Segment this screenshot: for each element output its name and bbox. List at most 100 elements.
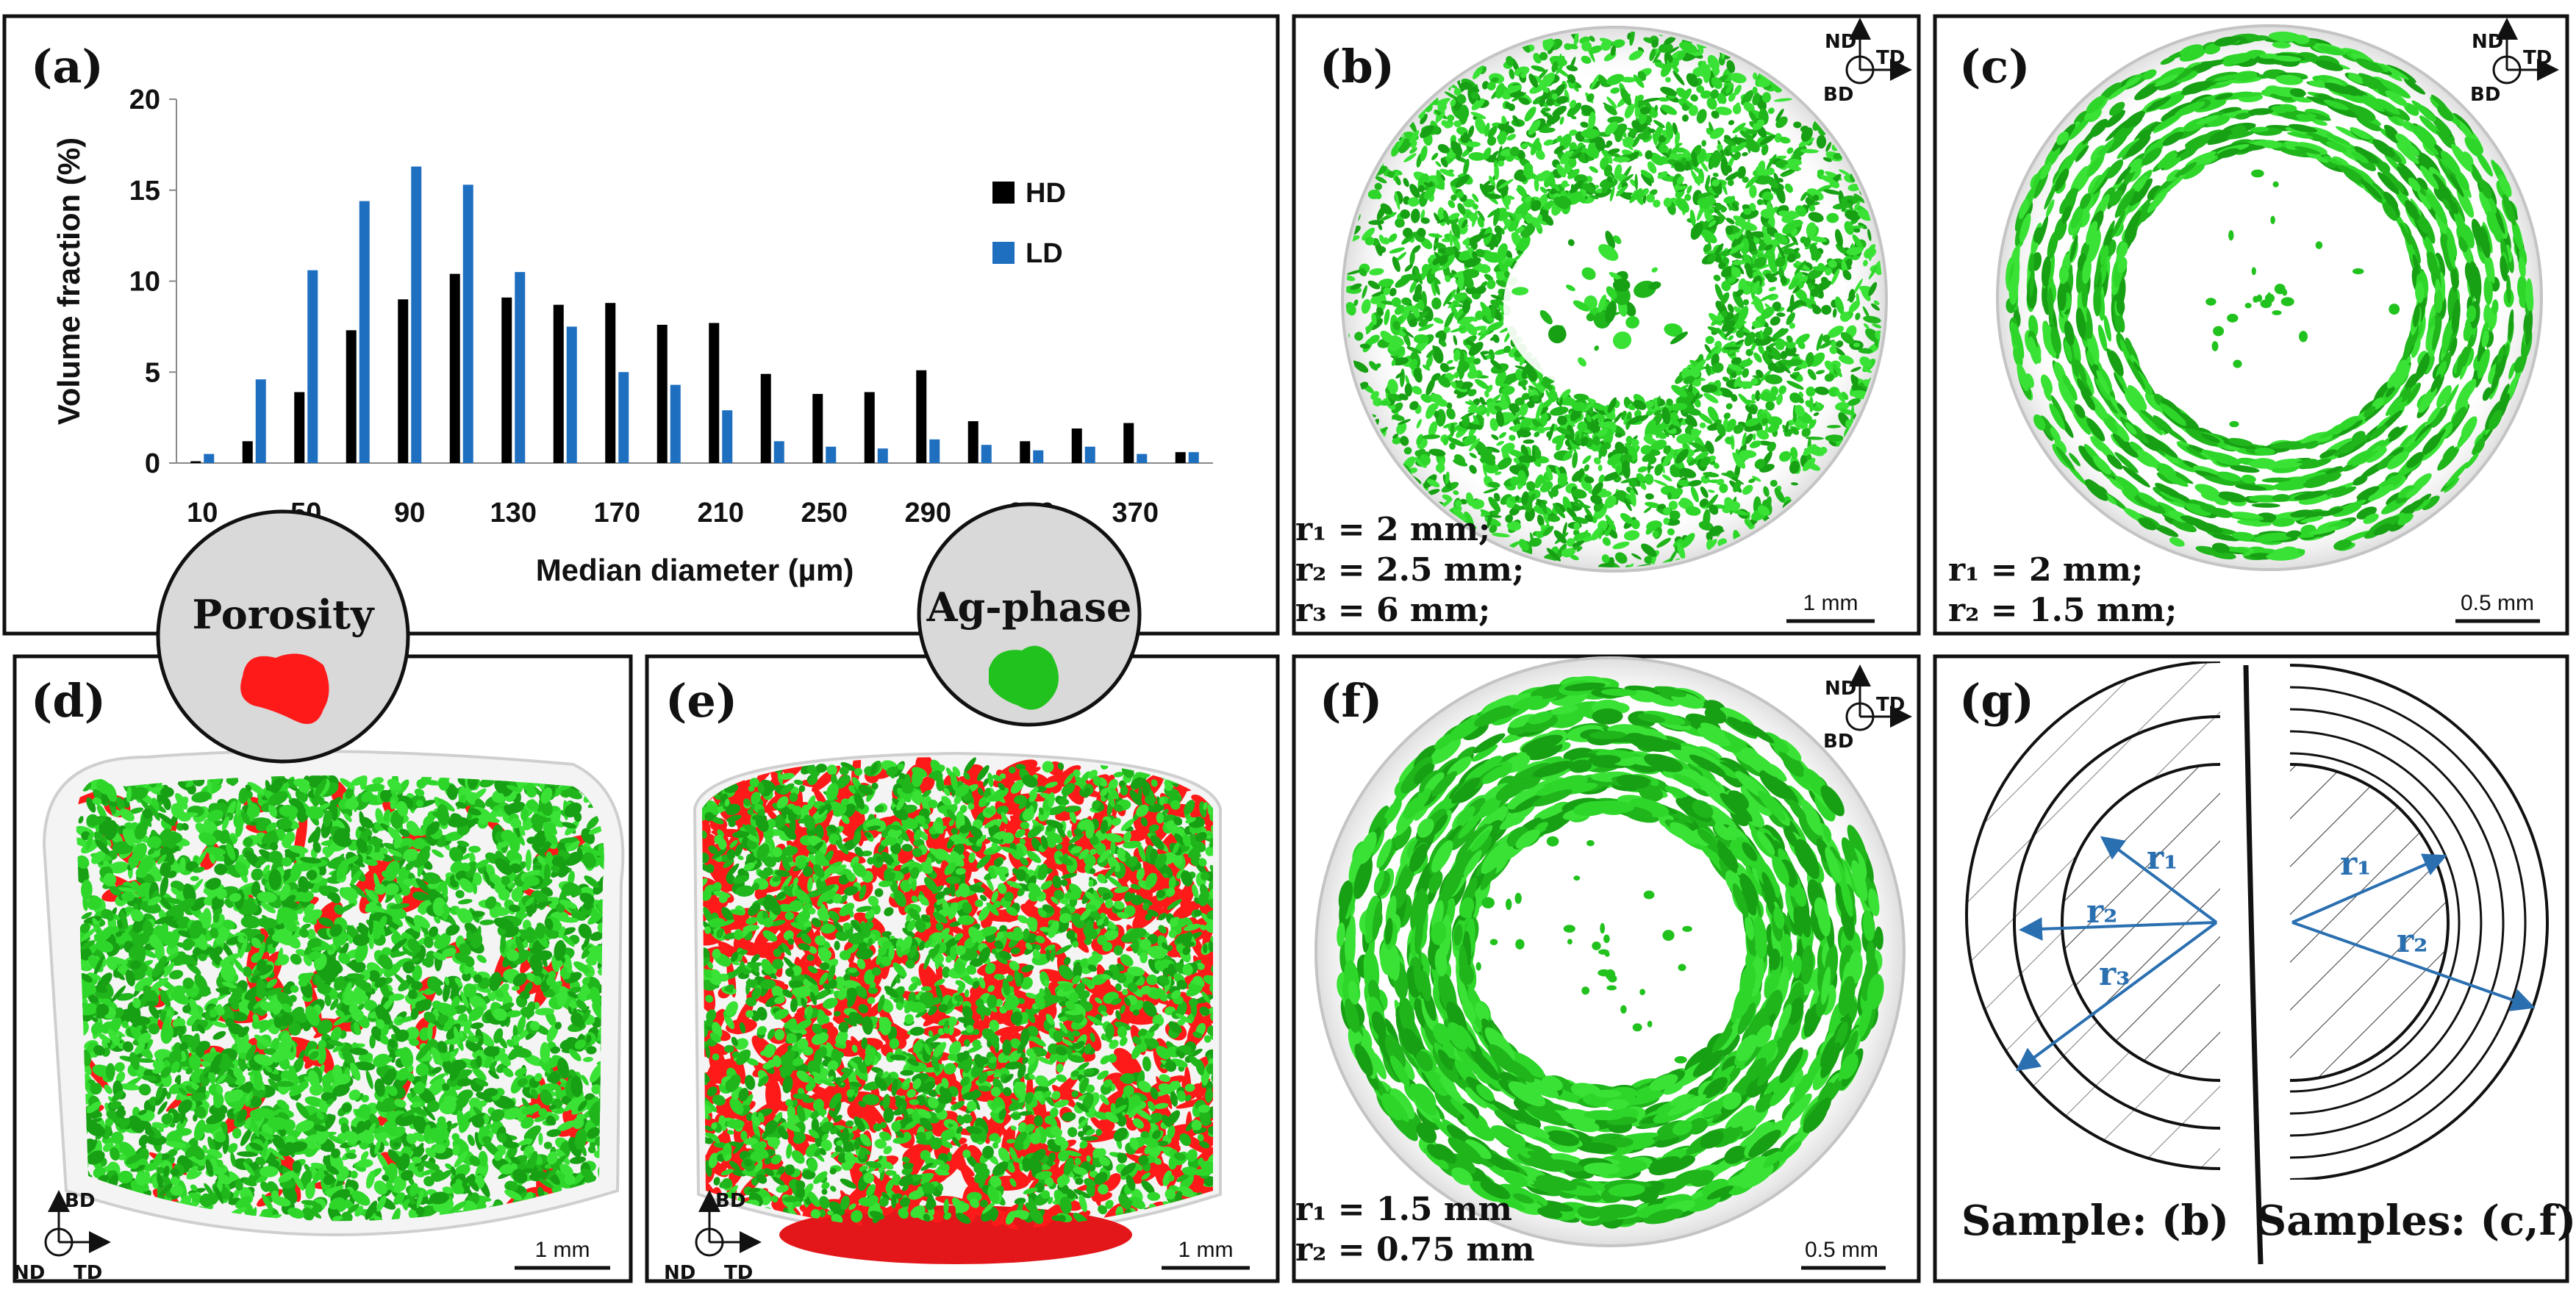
panel-d-scalebar: 1 mm <box>515 1238 610 1270</box>
bar-ld <box>670 384 681 463</box>
panel-d-render <box>42 750 625 1236</box>
legend-label-hd: HD <box>1026 178 1066 209</box>
panel-c-scalebar: 0.5 mm <box>2455 591 2540 623</box>
scalebar-label: 1 mm <box>1178 1238 1234 1262</box>
bar-ld <box>515 272 526 463</box>
nd-label: ND <box>13 1262 45 1284</box>
caption-samples-cf: Samples: (c,f) <box>2257 1197 2576 1245</box>
td-label: TD <box>1876 47 1905 69</box>
bar-hd <box>916 370 927 463</box>
x-tick-label: 370 <box>1112 498 1159 528</box>
x-tick-label: 90 <box>394 498 425 528</box>
panel-b-label: (b) <box>1320 40 1395 93</box>
scalebar-label: 0.5 mm <box>2461 591 2534 615</box>
r2-label: r₂ <box>2086 893 2117 931</box>
bar-ld <box>462 184 473 463</box>
bar-ld <box>722 410 733 463</box>
bar-hd <box>760 373 771 463</box>
bar-hd <box>553 304 564 463</box>
bar-hd <box>1123 423 1134 463</box>
bar-hd <box>864 392 875 463</box>
y-tick-label: 10 <box>129 267 160 298</box>
panel-e-label: (e) <box>665 674 737 728</box>
bar-ld <box>566 326 577 463</box>
bar-hd <box>449 273 460 463</box>
x-tick-label: 290 <box>905 498 951 528</box>
panel-b: (b) r₁ = 2 mm; r₂ = 2.5 mm; r₃ = 6 mm; 1… <box>1295 18 1912 629</box>
bar-ld <box>255 379 266 463</box>
bd-label: BD <box>715 1190 745 1212</box>
nd-label: ND <box>2472 31 2503 53</box>
scalebar-label: 1 mm <box>1803 591 1858 615</box>
bar-hd <box>1175 452 1186 463</box>
schematic-samples-cf <box>2289 664 2549 1180</box>
bubble-label: Porosity <box>193 591 375 638</box>
panel-d-axes: BD ND TD <box>13 1190 111 1284</box>
panel-d-label: (d) <box>31 674 106 728</box>
radius-r1: r₁ = 2 mm; <box>1295 511 1490 548</box>
r1-label: r₁ <box>2147 839 2178 877</box>
bar-ld <box>929 439 940 463</box>
panel-e-axes: BD ND TD <box>664 1190 762 1284</box>
bar-hd <box>812 393 823 463</box>
panel-c-micrograph <box>1996 24 2543 571</box>
radius-r2: r₂ = 0.75 mm <box>1295 1231 1535 1269</box>
panel-g: (g) r₁ r₂ r₃ r₁ <box>1959 661 2576 1265</box>
bar-ld <box>826 446 837 463</box>
legend-label-ld: LD <box>1026 238 1063 269</box>
scalebar-label: 0.5 mm <box>1805 1238 1878 1262</box>
bar-hd <box>967 421 978 463</box>
bar-ld <box>1033 450 1044 463</box>
bar-hd <box>346 330 357 463</box>
bar-ld <box>1137 453 1148 463</box>
panel-b-micrograph <box>1341 26 1888 573</box>
r1-arrow <box>2100 836 2218 924</box>
panel-e-render <box>693 751 1222 1264</box>
bar-ld <box>359 201 370 463</box>
bar-ld <box>307 270 318 463</box>
bar-ld <box>1188 452 1199 463</box>
radius-r2: r₂ = 2.5 mm; <box>1295 551 1524 589</box>
caption-sample-b: Sample: (b) <box>1961 1197 2229 1245</box>
ag-phase-bubble: Ag-phase <box>917 502 1142 727</box>
panel-e-scalebar: 1 mm <box>1162 1238 1250 1270</box>
pore-icon <box>240 653 329 724</box>
panel-c-radii: r₁ = 2 mm; r₂ = 1.5 mm; <box>1948 551 2177 629</box>
radius-r2: r₂ = 1.5 mm; <box>1948 592 2177 629</box>
bar-hd <box>605 303 616 463</box>
bar-ld <box>204 453 215 463</box>
bar-ld <box>411 166 422 463</box>
panel-d: (d) Porosity 1 mm BD ND TD <box>13 509 625 1284</box>
radius-r1: r₁ = 1.5 mm <box>1295 1191 1512 1228</box>
r3-label: r₃ <box>2099 955 2130 993</box>
panel-f-radii: r₁ = 1.5 mm r₂ = 0.75 mm <box>1295 1191 1535 1269</box>
bar-hd <box>1071 428 1082 463</box>
td-label: TD <box>74 1262 102 1284</box>
panel-f-axes: ND TD BD <box>1823 664 1912 753</box>
r2-arrow <box>2019 917 2217 941</box>
x-axis-title: Median diameter (µm) <box>536 553 854 587</box>
legend-swatch-hd <box>992 182 1015 204</box>
panel-b-axes: ND TD BD <box>1823 18 1912 106</box>
bar-ld <box>773 441 784 463</box>
bd-label: BD <box>1823 84 1853 106</box>
y-tick-label: 15 <box>129 176 160 207</box>
x-tick-label: 170 <box>594 498 640 528</box>
panel-f-micrograph <box>1314 656 1906 1247</box>
bar-chart: 05101520105090130170210250290330370Media… <box>51 85 1213 587</box>
ag-particle-icon <box>989 645 1059 710</box>
bar-hd <box>294 392 305 463</box>
bar-ld <box>618 372 629 463</box>
x-tick-label: 210 <box>698 498 744 528</box>
scalebar-label: 1 mm <box>535 1238 590 1262</box>
r3-arrow <box>2015 921 2218 1072</box>
x-tick-label: 250 <box>801 498 848 528</box>
td-label: TD <box>724 1262 753 1284</box>
panel-c-label: (c) <box>1959 40 2030 93</box>
panel-f: (f) r₁ = 1.5 mm r₂ = 0.75 mm 0.5 mm ND T… <box>1295 656 1912 1270</box>
nd-label: ND <box>1825 31 1856 53</box>
bd-label: BD <box>65 1190 95 1212</box>
bar-ld <box>1084 446 1095 463</box>
bd-label: BD <box>2470 84 2500 106</box>
